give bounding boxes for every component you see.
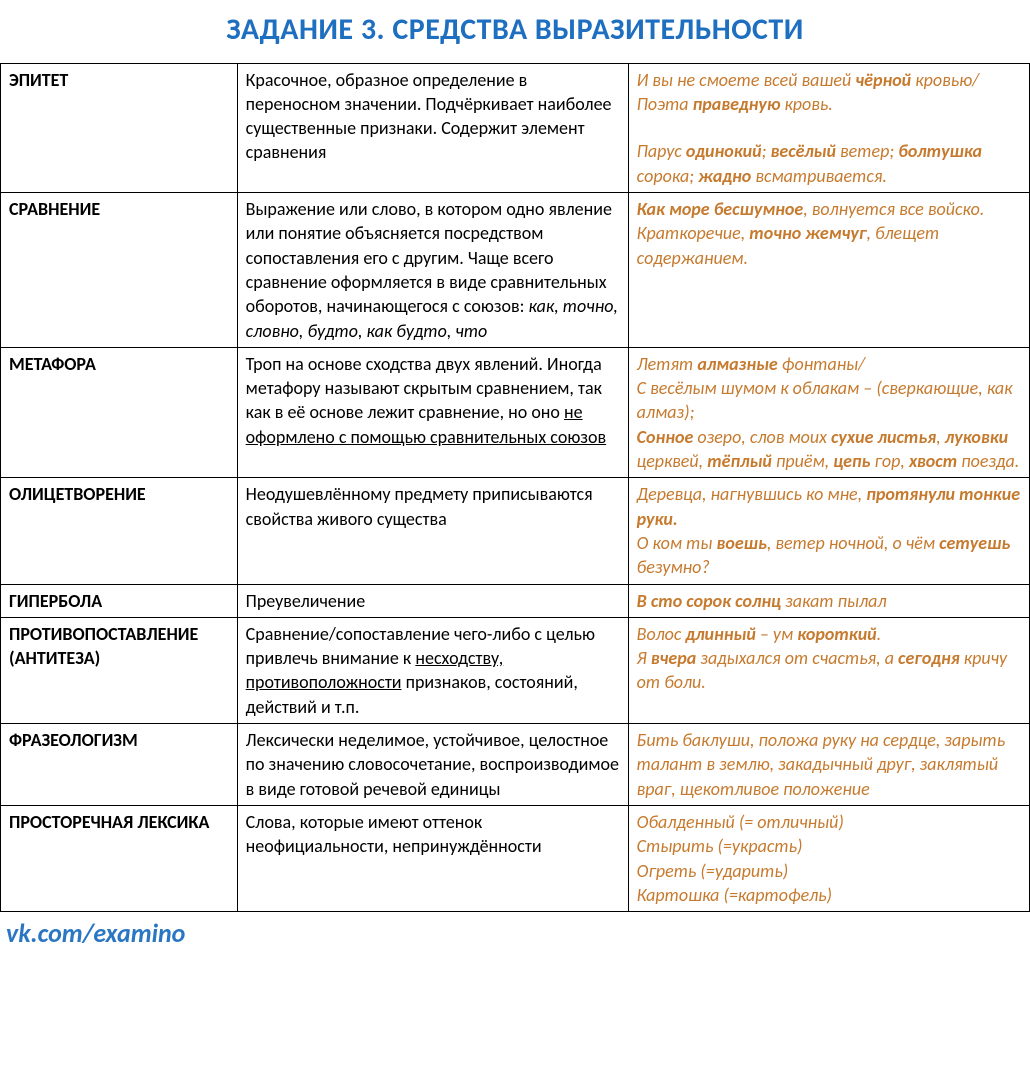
figures-of-speech-table: ЭПИТЕТКрасочное, образное определение в … (0, 63, 1030, 913)
definition-cell: Лексически неделимое, устойчивое, целост… (237, 724, 628, 806)
table-row: ПРОСТОРЕЧНАЯ ЛЕКСИКАСлова, которые имеют… (1, 805, 1030, 911)
term-cell: ПРОСТОРЕЧНАЯ ЛЕКСИКА (1, 805, 238, 911)
term-cell: ГИПЕРБОЛА (1, 584, 238, 617)
definition-cell: Слова, которые имеют оттенок неофициальн… (237, 805, 628, 911)
definition-cell: Выражение или слово, в котором одно явле… (237, 193, 628, 348)
example-cell: Волос длинный – ум короткий.Я вчера зады… (628, 617, 1029, 723)
term-cell: ЭПИТЕТ (1, 63, 238, 193)
term-cell: ОЛИЦЕТВОРЕНИЕ (1, 478, 238, 584)
example-cell: Деревца, нагнувшись ко мне, протянули то… (628, 478, 1029, 584)
table-row: ОЛИЦЕТВОРЕНИЕНеодушевлённому предмету пр… (1, 478, 1030, 584)
term-cell: ПРОТИВОПОСТАВЛЕНИЕ (АНТИТЕЗА) (1, 617, 238, 723)
term-cell: МЕТАФОРА (1, 347, 238, 477)
definition-cell: Преувеличение (237, 584, 628, 617)
table-row: МЕТАФОРАТроп на основе сходства двух явл… (1, 347, 1030, 477)
table-row: ЭПИТЕТКрасочное, образное определение в … (1, 63, 1030, 193)
table-row: ПРОТИВОПОСТАВЛЕНИЕ (АНТИТЕЗА)Сравнение/с… (1, 617, 1030, 723)
example-cell: И вы не смоете всей вашей чёрной кровью/… (628, 63, 1029, 193)
example-cell: Бить баклуши, положа руку на сердце, зар… (628, 724, 1029, 806)
table-row: ФРАЗЕОЛОГИЗМЛексически неделимое, устойч… (1, 724, 1030, 806)
page-title: ЗАДАНИЕ 3. СРЕДСТВА ВЫРАЗИТЕЛЬНОСТИ (0, 0, 1030, 63)
watermark-link: vk.com/examino (0, 912, 1030, 951)
definition-cell: Красочное, образное определение в перено… (237, 63, 628, 193)
example-cell: Обалденный (= отличный)Стырить (=украсть… (628, 805, 1029, 911)
term-cell: СРАВНЕНИЕ (1, 193, 238, 348)
definition-cell: Неодушевлённому предмету приписываются с… (237, 478, 628, 584)
definition-cell: Сравнение/сопоставление чего-либо с цель… (237, 617, 628, 723)
example-cell: В сто сорок солнц закат пылал (628, 584, 1029, 617)
term-cell: ФРАЗЕОЛОГИЗМ (1, 724, 238, 806)
example-cell: Летят алмазные фонтаны/С весёлым шумом к… (628, 347, 1029, 477)
definition-cell: Троп на основе сходства двух явлений. Ин… (237, 347, 628, 477)
table-row: ГИПЕРБОЛАПреувеличениеВ сто сорок солнц … (1, 584, 1030, 617)
table-row: СРАВНЕНИЕВыражение или слово, в котором … (1, 193, 1030, 348)
example-cell: Как море бесшумное, волнуется все войско… (628, 193, 1029, 348)
